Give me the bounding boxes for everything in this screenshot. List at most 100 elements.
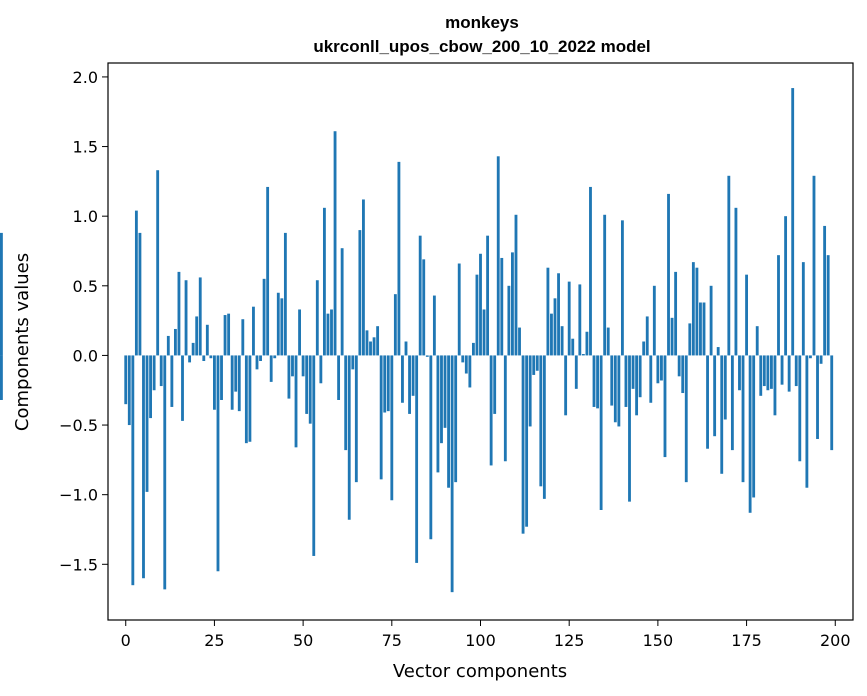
bar — [759, 355, 763, 396]
bar — [280, 298, 284, 356]
bar — [571, 338, 575, 356]
bar — [592, 355, 596, 407]
bar — [464, 355, 468, 374]
bar — [638, 355, 642, 398]
bar — [401, 355, 404, 403]
bar — [805, 355, 809, 488]
bar — [677, 355, 681, 377]
bar — [514, 214, 518, 356]
bar — [741, 355, 745, 483]
x-tick-label: 0 — [121, 631, 131, 650]
bar — [241, 319, 245, 356]
bar — [667, 193, 670, 356]
bar — [596, 355, 599, 409]
bar — [255, 355, 259, 370]
bar — [503, 355, 507, 462]
bar — [493, 355, 497, 414]
bar — [649, 355, 653, 403]
y-tick-label: 1.5 — [73, 138, 98, 157]
bar — [393, 294, 397, 356]
bar — [471, 342, 475, 356]
y-tick-label: 0.0 — [73, 346, 98, 365]
bar — [695, 267, 699, 356]
bar — [273, 355, 277, 359]
bar — [369, 341, 372, 356]
bar — [830, 355, 834, 451]
bar — [163, 355, 167, 590]
bar — [610, 355, 614, 406]
bar — [539, 355, 543, 487]
bar — [227, 313, 231, 356]
x-tick-label: 25 — [204, 631, 224, 650]
bar — [131, 355, 135, 586]
bar — [440, 355, 443, 444]
bar — [496, 156, 500, 356]
bar — [333, 131, 337, 356]
bar — [826, 255, 830, 356]
bar — [340, 248, 344, 356]
bar — [574, 355, 578, 389]
bar — [223, 315, 227, 356]
bar — [344, 355, 348, 451]
bar — [184, 280, 188, 356]
bar — [347, 355, 351, 520]
bar — [181, 355, 184, 421]
bar — [532, 355, 536, 375]
bar — [656, 355, 660, 384]
chart-subtitle: ukrconll_upos_cbow_200_10_2022 model — [313, 37, 650, 56]
bar — [589, 186, 592, 356]
bar — [202, 355, 206, 361]
bar — [188, 355, 192, 363]
bar — [468, 355, 472, 388]
bar — [262, 278, 266, 356]
y-tick-label: −0.5 — [59, 416, 98, 435]
bar — [124, 355, 128, 405]
bar — [305, 355, 309, 414]
bar — [518, 327, 521, 356]
bar — [560, 326, 564, 356]
bar — [415, 355, 419, 563]
bar — [745, 274, 748, 356]
bar — [816, 355, 819, 439]
bar — [220, 355, 223, 400]
bar — [624, 355, 628, 407]
bar — [660, 355, 663, 381]
bar — [432, 295, 436, 356]
x-axis-label: Vector components — [393, 661, 567, 682]
bar — [365, 330, 369, 356]
x-tick-label: 50 — [293, 631, 313, 650]
bar — [379, 355, 383, 480]
bar — [287, 355, 291, 399]
bar — [784, 216, 788, 356]
bar — [730, 355, 734, 451]
bar — [567, 281, 571, 356]
chart-title: monkeys — [445, 13, 519, 32]
bar — [578, 284, 582, 356]
x-tick-label: 125 — [554, 631, 585, 650]
y-tick-label: −1.0 — [59, 486, 98, 505]
bar — [553, 298, 557, 356]
bar — [312, 355, 316, 556]
bar — [383, 355, 387, 413]
bar — [525, 355, 529, 527]
bar — [475, 274, 479, 356]
bar — [727, 175, 731, 356]
bar — [411, 355, 415, 396]
bar — [585, 331, 589, 356]
bar — [142, 355, 145, 579]
bar — [631, 355, 635, 389]
bar — [564, 355, 568, 416]
bar — [390, 355, 394, 501]
bar — [447, 355, 450, 488]
bar — [237, 355, 241, 412]
bar — [528, 355, 532, 427]
bar — [798, 355, 802, 462]
bar — [234, 355, 238, 392]
bar — [482, 309, 486, 356]
bar — [259, 355, 262, 361]
bar — [0, 355, 3, 400]
bar — [684, 355, 688, 483]
bar — [425, 355, 429, 357]
bar — [145, 355, 149, 492]
